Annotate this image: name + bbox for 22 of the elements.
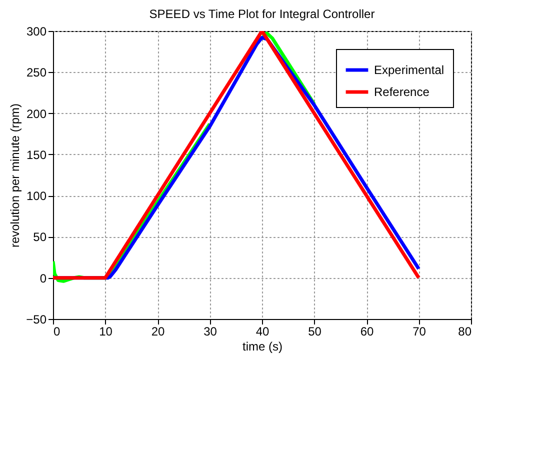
x-tick-label: 40 [256,324,270,338]
y-tick-label: 0 [40,271,47,286]
legend-label: Reference [374,85,430,99]
x-tick-label: 30 [204,324,218,338]
x-axis-title: time (s) [242,340,282,354]
x-tick-label: 20 [151,324,165,338]
legend-label: Experimental [374,63,444,77]
chart-title: SPEED vs Time Plot for Integral Controller [149,7,375,21]
y-tick-label: 50 [33,230,47,244]
x-tick-label: 0 [54,324,60,338]
y-tick-label: 200 [26,106,47,121]
x-tick-label: 70 [412,324,426,338]
y-tick-label: 300 [26,24,47,38]
y-axis-title: revolution per minute (rpm) [8,103,22,248]
x-tick-label: 10 [99,324,113,338]
y-tick-label: 100 [26,189,47,204]
x-tick-label: 60 [360,324,374,338]
x-tick-label: 50 [308,324,322,338]
y-tick-label: 150 [26,148,47,162]
y-tick-label: −50 [26,312,47,326]
y-tick-label: 250 [26,66,47,80]
x-tick-label: 80 [458,324,472,338]
